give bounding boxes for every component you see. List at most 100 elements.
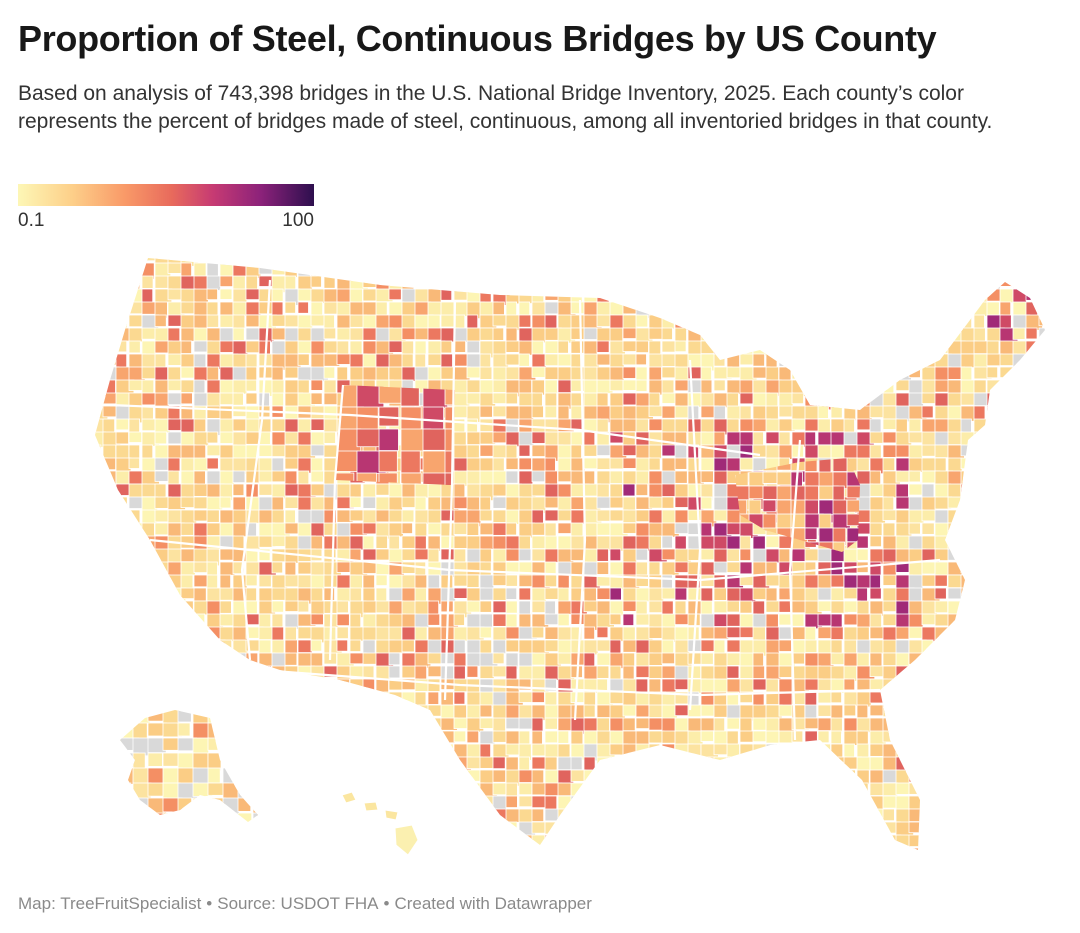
- county-cell: [95, 795, 107, 810]
- county-cell: [973, 483, 991, 497]
- county-cell: [700, 327, 715, 342]
- county-cell: [609, 262, 628, 280]
- county-cell: [466, 340, 480, 354]
- county-cell: [895, 730, 911, 743]
- county-cell: [95, 379, 104, 397]
- county-cell: [700, 626, 715, 640]
- county-cell: [336, 834, 351, 850]
- county-cell: [934, 847, 950, 850]
- county-cell: [336, 678, 350, 695]
- county-cell: [115, 258, 133, 265]
- county-cell: [375, 275, 391, 290]
- county-cell: [908, 691, 926, 704]
- county-cell: [674, 418, 688, 434]
- county-cell: [466, 444, 480, 459]
- county-cell: [791, 613, 805, 627]
- county-cell: [531, 821, 546, 834]
- county-cell: [752, 847, 770, 850]
- county-cell: [843, 379, 860, 397]
- county-cell: [427, 327, 443, 341]
- county-cell: [284, 769, 304, 783]
- county-cell: [739, 808, 758, 821]
- hawaii-island-big: [394, 824, 419, 856]
- county-cell: [765, 730, 780, 744]
- county-cell: [895, 327, 907, 342]
- county-cell: [635, 782, 652, 800]
- county-cell: [1038, 821, 1045, 834]
- county-cell: [804, 327, 819, 340]
- county-cell: [921, 743, 937, 756]
- county-cell: [336, 769, 353, 782]
- county-cell: [622, 353, 637, 366]
- county-cell: [934, 808, 949, 825]
- county-cell: [765, 769, 782, 782]
- county-cell: [375, 834, 391, 850]
- county-cell: [1025, 535, 1040, 549]
- county-cell: [999, 834, 1018, 848]
- county-cell: [258, 769, 275, 786]
- county-cell: [388, 652, 401, 666]
- county-cell: [882, 444, 898, 458]
- county-cell: [713, 301, 728, 318]
- county-cell: [193, 258, 212, 263]
- county-cell: [791, 847, 808, 850]
- county-cell: [310, 379, 324, 391]
- county-cell: [921, 665, 933, 678]
- county-cell: [1025, 366, 1044, 379]
- border-north-lat: [109, 403, 761, 457]
- county-cell: [492, 756, 506, 770]
- county-cell: [1025, 418, 1039, 434]
- county-cell: [908, 717, 927, 730]
- county-cell: [414, 808, 430, 827]
- county-cell: [739, 821, 758, 838]
- county-cell: [986, 561, 1005, 575]
- county-cell: [869, 444, 882, 459]
- county-cell: [557, 405, 570, 421]
- county-cell: [846, 499, 860, 513]
- county-cell: [95, 509, 106, 523]
- county-cell: [752, 314, 768, 332]
- county-cell: [856, 821, 871, 837]
- county-cell: [1038, 353, 1045, 367]
- county-cell: [856, 262, 869, 278]
- county-cell: [726, 587, 742, 603]
- county-cell: [310, 470, 324, 483]
- us-county-map[interactable]: [0, 240, 1080, 880]
- county-cell: [776, 513, 792, 529]
- county-cell: [635, 288, 649, 306]
- county-cell: [544, 769, 559, 785]
- county-cell: [791, 730, 804, 743]
- county-cell: [167, 379, 183, 391]
- county-cell: [154, 639, 172, 657]
- county-cell: [414, 717, 427, 730]
- county-cell: [778, 392, 794, 409]
- county-cell: [544, 717, 558, 730]
- map-svg[interactable]: [0, 240, 1080, 880]
- county-cell: [856, 808, 871, 826]
- county-cell: [440, 782, 458, 796]
- county-cell: [518, 717, 533, 730]
- county-cell: [752, 769, 770, 784]
- county-cell: [895, 314, 914, 326]
- county-cell: [245, 730, 260, 746]
- county-cell: [258, 834, 271, 849]
- county-cell: [739, 314, 753, 329]
- hawaii-islands: [341, 791, 419, 856]
- county-cell: [414, 782, 426, 798]
- county-cell: [193, 327, 208, 342]
- county-cell: [284, 652, 298, 666]
- county-cell: [388, 704, 402, 722]
- county-cell: [252, 752, 258, 772]
- county-cell: [791, 392, 804, 405]
- county-cell: [375, 353, 392, 368]
- county-cell: [713, 600, 730, 614]
- county-cell: [804, 458, 818, 472]
- county-cell: [141, 847, 156, 850]
- county-cell: [323, 756, 340, 772]
- county-cell: [271, 258, 287, 262]
- county-cell: [999, 366, 1017, 378]
- county-cell: [141, 652, 158, 667]
- county-cell: [323, 418, 339, 433]
- county-cell: [817, 366, 834, 379]
- county-cell: [570, 301, 585, 315]
